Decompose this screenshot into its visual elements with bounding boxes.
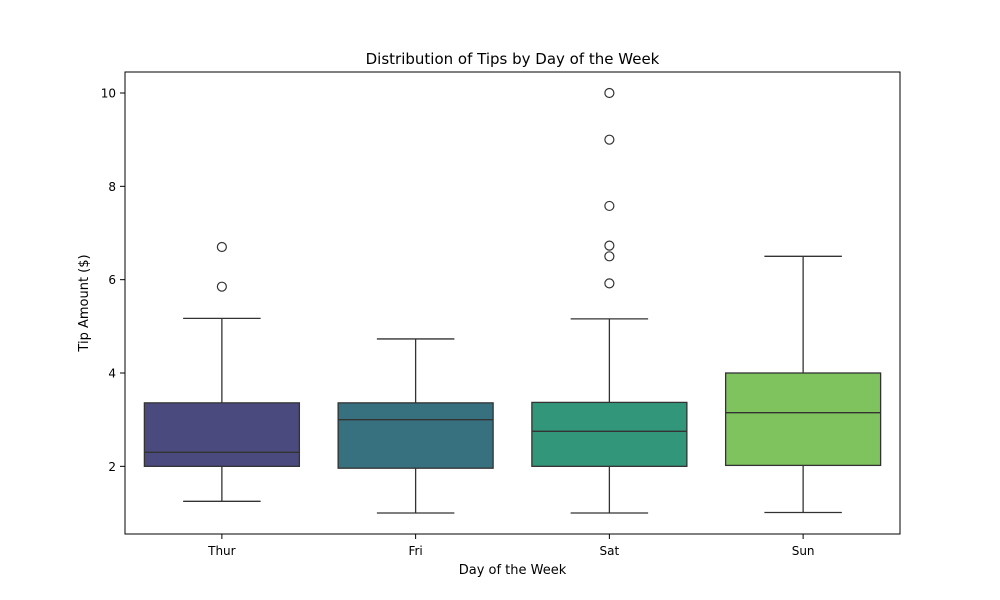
y-tick-label: 2 bbox=[108, 460, 116, 474]
x-tick-label: Sat bbox=[600, 544, 620, 558]
plot-area bbox=[143, 87, 882, 514]
outlier-point bbox=[604, 200, 615, 212]
y-tick-label: 8 bbox=[108, 180, 116, 194]
box-group-fri bbox=[337, 338, 494, 514]
y-tick-label: 10 bbox=[101, 87, 116, 101]
chart-title: Distribution of Tips by Day of the Week bbox=[366, 50, 660, 68]
iqr-box bbox=[143, 402, 301, 467]
outlier-point bbox=[604, 240, 615, 251]
axes-frame bbox=[124, 71, 901, 535]
outlier-point bbox=[604, 278, 615, 289]
x-tick-label: Fri bbox=[408, 544, 422, 558]
x-tick-label: Sun bbox=[792, 544, 815, 558]
x-tick-label: Thur bbox=[207, 544, 236, 558]
y-tick-label: 4 bbox=[108, 367, 116, 381]
outlier-point bbox=[604, 87, 615, 99]
iqr-box bbox=[531, 401, 688, 467]
outlier-point bbox=[216, 241, 227, 253]
y-axis-label: Tip Amount ($) bbox=[77, 254, 92, 352]
outlier-point bbox=[604, 251, 615, 262]
x-axis-label: Day of the Week bbox=[459, 563, 567, 578]
iqr-box bbox=[337, 402, 494, 469]
iqr-box bbox=[724, 372, 882, 467]
outlier-point bbox=[604, 134, 615, 145]
box-group-sun bbox=[724, 255, 882, 514]
y-tick-label: 6 bbox=[108, 273, 116, 287]
outlier-point bbox=[216, 281, 227, 292]
box-group-thur bbox=[143, 241, 301, 502]
box-group-sat bbox=[531, 87, 688, 514]
